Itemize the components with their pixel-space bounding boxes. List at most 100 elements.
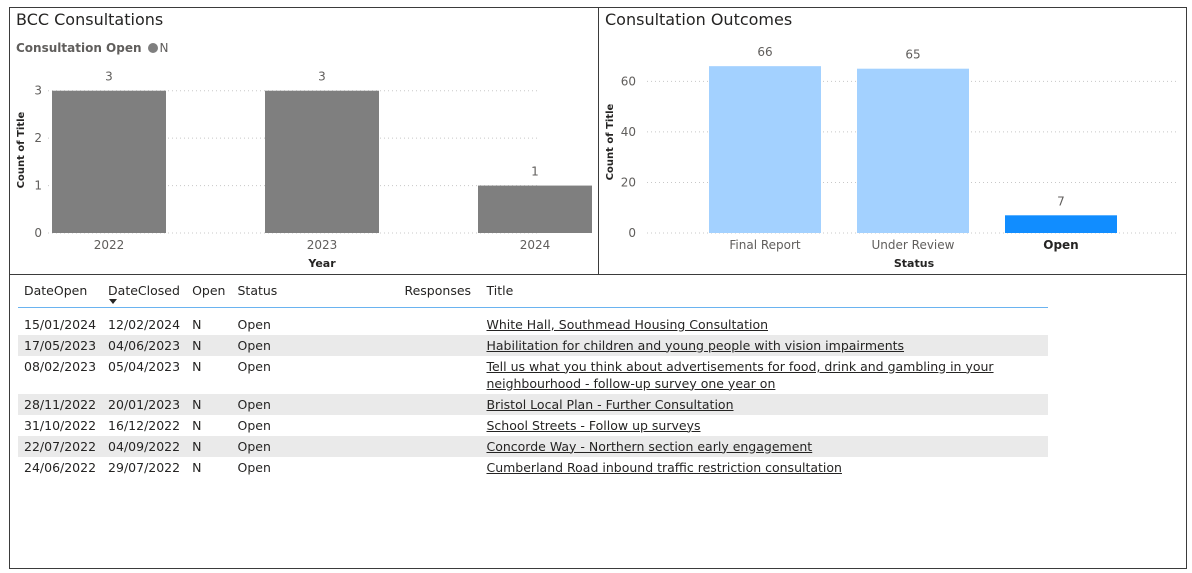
cell-open: N [192,459,202,475]
cell-title: White Hall, Southmead Housing Consultati… [480,314,1048,335]
y-tick-label: 0 [34,226,42,240]
title-link[interactable]: White Hall, Southmead Housing Consultati… [486,316,769,332]
cell-date-open: 28/11/2022 [24,396,97,412]
cell-date-closed: 29/07/2022 [108,459,181,475]
column-header-open[interactable]: Open [192,283,226,298]
title-link[interactable]: Concorde Way - Northern section early en… [486,438,813,454]
cell-responses [398,436,480,457]
cell-status: Open [237,337,271,353]
consultations-table-visual[interactable]: DateOpen DateClosed Open Status Response… [9,274,1187,569]
chart-legend[interactable]: Consultation Open N [16,41,169,55]
chart-title: BCC Consultations [16,10,164,29]
title-link[interactable]: Bristol Local Plan - Further Consultatio… [486,396,734,412]
legend-marker-icon [147,43,158,53]
y-tick-label: 1 [34,179,42,193]
column-header-dateclosed[interactable]: DateClosed [102,281,186,308]
cell-responses [398,415,480,436]
data-label: 65 [905,48,920,62]
bcc-consultations-visual[interactable]: BCC Consultations Consultation Open N 0 1 2… [9,7,599,275]
x-axis-title: Status [894,257,935,270]
x-tick-label: 2024 [520,238,551,252]
y-axis-title: Count of Title [605,103,616,180]
legend-title: Consultation Open [16,41,142,55]
cell-date-open: 17/05/2023 [24,337,97,353]
cell-open: N [192,438,202,454]
table-row[interactable]: 08/02/2023 05/04/2023 N Open Tell us wha… [18,356,1048,394]
cell-title: Concorde Way - Northern section early en… [480,436,1048,457]
cell-status: Open [237,396,271,412]
title-link[interactable]: Habilitation for children and young peop… [486,337,905,353]
cell-date-open: 08/02/2023 [24,358,97,374]
sort-descending-icon [109,299,118,304]
cell-title: Bristol Local Plan - Further Consultatio… [480,394,1048,415]
x-tick-label: Under Review [872,238,955,252]
data-label: 66 [757,45,772,59]
y-axis-title: Count of Title [16,111,27,188]
cell-date-closed: 16/12/2022 [108,417,181,433]
cell-date-closed: 04/06/2023 [108,337,181,353]
title-link[interactable]: School Streets - Follow up surveys [486,417,701,433]
y-tick-label: 20 [621,175,636,189]
title-link[interactable]: Tell us what you think about advertiseme… [486,358,994,391]
table-row[interactable]: 24/06/2022 29/07/2022 N Open Cumberland … [18,457,1048,478]
table-row[interactable]: 22/07/2022 04/09/2022 N Open Concorde Wa… [18,435,1049,457]
y-tick-label: 2 [34,131,42,145]
x-tick-label: Final Report [729,238,801,252]
title-link[interactable]: Cumberland Road inbound traffic restrict… [486,459,842,475]
cell-date-open: 22/07/2022 [24,438,97,454]
consultations-table[interactable]: DateOpen DateClosed Open Status Response… [18,281,1049,478]
y-tick-label: 60 [621,74,636,88]
cell-status: Open [237,316,271,332]
bar-chart-consultations[interactable]: 0 1 2 3 3 2022 3 2023 1 2024 Year Count of Title [10,8,598,274]
cell-date-closed: 04/09/2022 [108,438,181,454]
y-tick-label: 0 [628,226,636,240]
cell-date-open: 24/06/2022 [24,459,97,475]
table-header-row: DateOpen DateClosed Open Status Response… [18,281,1049,308]
cell-responses [398,394,480,415]
bar[interactable] [52,90,166,233]
cell-open: N [192,417,202,433]
bar[interactable] [265,90,379,233]
chart-title: Consultation Outcomes [605,10,793,29]
cell-status: Open [237,417,271,433]
table-row[interactable]: 31/10/2022 16/12/2022 N Open School Stre… [18,415,1048,436]
bar-chart-outcomes[interactable]: 0 20 40 60 66 Final Report 65 Under Review 7 Open… [599,8,1186,274]
cell-date-open: 31/10/2022 [24,417,97,433]
x-tick-label: Open [1043,238,1078,252]
data-label: 3 [318,70,326,84]
column-header-status[interactable]: Status [237,283,278,298]
cell-responses [398,335,480,356]
cell-title: Tell us what you think about advertiseme… [480,356,1048,394]
cell-responses [398,356,480,394]
cell-status: Open [237,459,271,475]
x-tick-label: 2023 [307,238,338,252]
cell-title: Cumberland Road inbound traffic restrict… [480,457,1048,478]
y-tick-label: 40 [621,125,636,139]
cell-date-closed: 20/01/2023 [108,396,181,412]
cell-open: N [192,396,202,412]
bar[interactable] [478,185,592,233]
legend-item-label: N [159,41,169,55]
column-header-responses[interactable]: Responses [404,283,472,298]
cell-status: Open [237,438,271,454]
cell-status: Open [237,358,271,374]
cell-open: N [192,358,202,374]
bar[interactable] [709,66,821,233]
cell-open: N [192,337,202,353]
table-row[interactable]: 28/11/2022 20/01/2023 N Open Bristol Loc… [18,393,1049,415]
table-row[interactable]: 15/01/2024 12/02/2024 N Open White Hall,… [18,314,1048,335]
column-header-dateopen[interactable]: DateOpen [24,283,88,298]
data-label: 7 [1057,194,1065,208]
cell-title: School Streets - Follow up surveys [480,415,1048,436]
cell-responses [398,457,480,478]
x-tick-label: 2022 [94,238,125,252]
cell-date-closed: 05/04/2023 [108,358,181,374]
y-tick-label: 3 [34,84,42,98]
cell-title: Habilitation for children and young peop… [480,335,1048,356]
column-header-title[interactable]: Title [486,283,514,298]
consultation-outcomes-visual[interactable]: Consultation Outcomes 0 20 40 60 66 Final Rep… [598,7,1187,275]
table-row[interactable]: 17/05/2023 04/06/2023 N Open Habilitatio… [18,334,1049,356]
bar[interactable] [857,68,969,233]
cell-responses [398,314,480,335]
bar[interactable] [1005,215,1117,233]
